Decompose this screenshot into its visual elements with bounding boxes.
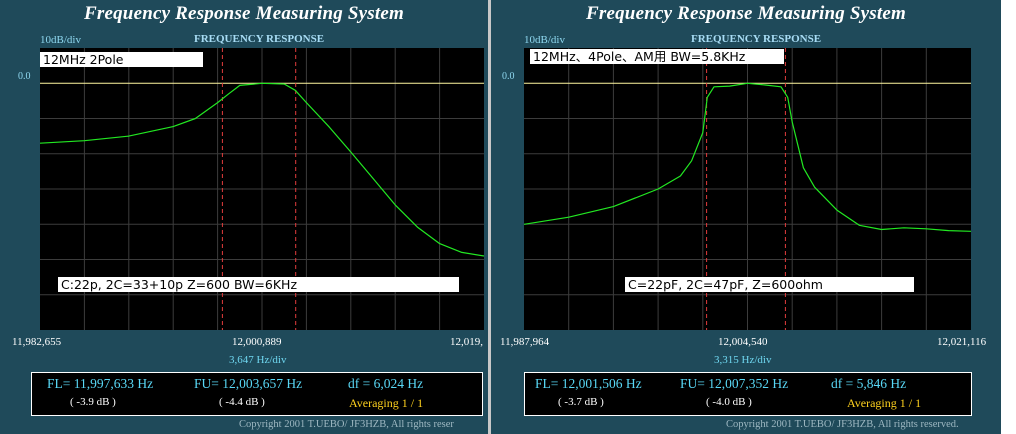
reference-level-label: 0.0 [18, 71, 31, 82]
fu-db-readout: ( -4.4 dB ) [219, 396, 265, 408]
measurement-panel: FL= 12,001,506 Hz ( -3.7 dB ) FU= 12,007… [524, 372, 972, 416]
df-readout: df = 6,024 Hz [348, 376, 424, 391]
window-title: Frequency Response Measuring System [84, 3, 404, 24]
averaging-readout: Averaging 1 / 1 [847, 396, 922, 410]
scale-label: 10dB/div [40, 34, 81, 46]
copyright: Copyright 2001 T.UEBO/ JF3HZB, All right… [239, 419, 454, 430]
averaging-readout: Averaging 1 / 1 [349, 396, 424, 410]
caption-bottom: C=22pF, 2C=47pF, Z=600ohm [625, 277, 914, 292]
caption-top: 12MHz、4Pole、AM用 BW=5.8KHz [530, 49, 784, 64]
measurement-panel: FL= 11,997,633 Hz ( -3.9 dB ) FU= 12,003… [31, 372, 483, 416]
fl-db-readout: ( -3.9 dB ) [70, 396, 116, 408]
hz-per-div-label: 3,647 Hz/div [229, 354, 287, 366]
fl-db-readout: ( -3.7 dB ) [558, 396, 604, 408]
response-trace [524, 82, 971, 232]
desktop-edge [1001, 0, 1016, 434]
x-left-label: 11,987,964 [500, 336, 550, 348]
x-right-label: 12,019, [450, 336, 483, 348]
response-plot[interactable]: 12MHz 2Pole C:22p, 2C=33+10p Z=600 BW=6K… [40, 48, 484, 330]
x-left-label: 11,982,655 [12, 336, 62, 348]
response-chart [40, 48, 484, 330]
x-center-label: 12,004,540 [718, 336, 768, 348]
response-trace [40, 82, 484, 257]
x-right-label: 12,021,116 [937, 336, 987, 348]
reference-level-label: 0.0 [502, 71, 515, 82]
caption-bottom: C:22p, 2C=33+10p Z=600 BW=6KHz [58, 277, 459, 292]
fu-readout: FU= 12,007,352 Hz [680, 376, 789, 391]
copyright: Copyright 2001 T.UEBO/ JF3HZB, All right… [726, 419, 959, 430]
fl-readout: FL= 11,997,633 Hz [47, 376, 154, 391]
plot-title: FREQUENCY RESPONSE [691, 33, 822, 45]
window-divider [488, 0, 491, 434]
plot-title: FREQUENCY RESPONSE [194, 33, 325, 45]
caption-top: 12MHz 2Pole [40, 52, 203, 67]
response-plot[interactable]: 12MHz、4Pole、AM用 BW=5.8KHz C=22pF, 2C=47p… [524, 48, 971, 330]
fu-db-readout: ( -4.0 dB ) [706, 396, 752, 408]
fl-readout: FL= 12,001,506 Hz [535, 376, 642, 391]
window-left: Frequency Response Measuring System 10dB… [0, 0, 488, 434]
fu-readout: FU= 12,003,657 Hz [194, 376, 303, 391]
scale-label: 10dB/div [524, 34, 565, 46]
x-center-label: 12,000,889 [232, 336, 282, 348]
df-readout: df = 5,846 Hz [831, 376, 907, 391]
window-right: Frequency Response Measuring System 10dB… [491, 0, 1001, 434]
hz-per-div-label: 3,315 Hz/div [714, 354, 772, 366]
window-title: Frequency Response Measuring System [586, 3, 906, 24]
